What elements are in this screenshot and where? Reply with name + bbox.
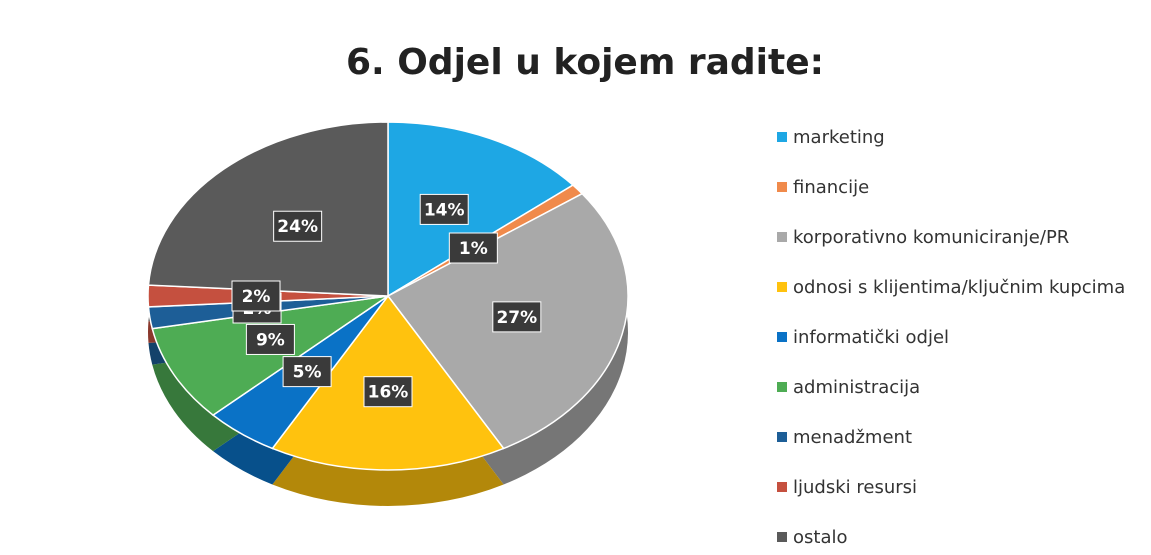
data-label-box xyxy=(363,376,413,408)
slice xyxy=(387,121,575,298)
legend-label: informatički odjel xyxy=(793,327,949,348)
legend-label: ljudski resursi xyxy=(793,477,917,498)
data-label: 14% xyxy=(424,200,465,220)
legend-label: korporativno komuniciranje/PR xyxy=(793,227,1069,248)
slice-top xyxy=(147,121,389,297)
data-label-box xyxy=(245,323,295,355)
slice-top xyxy=(387,121,575,298)
slice xyxy=(151,295,389,417)
data-label-box xyxy=(419,193,469,225)
data-label: 9% xyxy=(256,330,285,350)
legend-swatch xyxy=(777,232,787,242)
legend-label: administracija xyxy=(793,377,920,398)
data-label: 5% xyxy=(293,363,322,383)
legend-label: menadžment xyxy=(793,427,912,448)
data-label-box xyxy=(231,280,281,312)
legend-swatch xyxy=(777,132,787,142)
slice xyxy=(147,121,389,297)
legend-swatch xyxy=(777,532,787,542)
data-label: 24% xyxy=(277,217,318,237)
data-label: 16% xyxy=(368,383,409,403)
legend-swatch xyxy=(777,182,787,192)
data-label-box xyxy=(282,356,332,388)
data-label-box xyxy=(448,232,498,264)
legend-label: financije xyxy=(793,177,869,198)
data-label: 2% xyxy=(242,287,271,307)
legend-swatch xyxy=(777,432,787,442)
legend-swatch xyxy=(777,332,787,342)
data-label-box xyxy=(273,210,323,242)
legend-label: marketing xyxy=(793,127,885,148)
data-label: 1% xyxy=(459,239,488,259)
legend-label: ostalo xyxy=(793,527,848,548)
data-label-box xyxy=(492,301,542,333)
legend-label: odnosi s klijentima/ključnim kupcima xyxy=(793,277,1125,298)
slice-top xyxy=(151,295,389,417)
legend-swatch xyxy=(777,282,787,292)
chart-title: 6. Odjel u kojem radite: xyxy=(346,42,824,83)
legend-swatch xyxy=(777,482,787,492)
data-label: 27% xyxy=(496,308,537,328)
slice-tops xyxy=(147,121,629,471)
legend-swatch xyxy=(777,382,787,392)
